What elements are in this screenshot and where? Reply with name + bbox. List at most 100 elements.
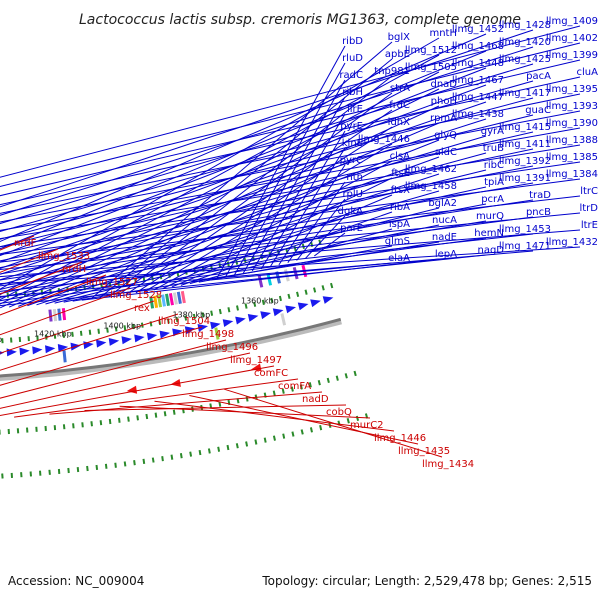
forward-gene-leader <box>180 211 393 286</box>
forward-gene-label: glmS <box>385 236 410 247</box>
forward-gene-label: clsA <box>390 151 410 162</box>
forward-gene-label: traD <box>529 190 551 201</box>
forward-gene-label: llmg_1462 <box>405 164 457 175</box>
forward-gene-label: bglX <box>388 32 410 43</box>
tick-mark <box>272 390 276 396</box>
forward-gene-label: nucA <box>432 215 457 226</box>
tick-mark <box>123 461 127 467</box>
feature-block <box>153 295 159 308</box>
reverse-gene-leader <box>189 395 419 445</box>
forward-gene-label: llmg_1385 <box>546 152 598 163</box>
forward-gene-arrow <box>121 336 132 345</box>
forward-gene-leader <box>0 195 581 263</box>
feature-block <box>257 275 264 288</box>
forward-gene-label: rplU <box>342 189 363 200</box>
tick-mark <box>151 457 155 463</box>
forward-gene-leader <box>278 164 346 266</box>
tick-mark <box>300 429 304 435</box>
forward-gene-leader <box>296 198 346 261</box>
tick-mark <box>86 465 89 472</box>
forward-gene-label: llmg_1448 <box>452 58 504 69</box>
forward-gene-arrow <box>285 305 296 314</box>
forward-gene-label: ltrC <box>580 186 598 197</box>
forward-gene-label: ftsE <box>391 168 410 179</box>
tick-mark <box>355 415 360 422</box>
forward-gene-label: llmg_1420 <box>499 37 551 48</box>
forward-gene-label: ftsX <box>391 185 410 196</box>
forward-gene-label: ltrD <box>579 203 598 214</box>
reverse-gene-label: llmg_1446 <box>374 433 426 444</box>
feature-block <box>176 291 182 304</box>
forward-gene-leader <box>0 233 534 292</box>
forward-gene-arrow <box>235 316 246 325</box>
tick-mark <box>48 469 51 475</box>
forward-gene-label: llmg_1468 <box>452 41 504 52</box>
forward-gene-leader <box>0 237 487 304</box>
tick-mark <box>218 401 222 407</box>
forward-gene-arrow <box>108 338 120 346</box>
forward-gene-arrow <box>159 330 170 339</box>
reverse-gene-label: nrdH <box>62 264 86 275</box>
tick-mark <box>346 418 350 424</box>
tick-mark <box>304 289 308 295</box>
forward-gene-label: truB <box>483 143 504 154</box>
reverse-gene-label: llmg_1496 <box>206 342 258 353</box>
reverse-gene-label: comFC <box>254 368 288 379</box>
forward-gene-label: llmg_1471 <box>499 241 551 252</box>
forward-gene-label: llmg_1395 <box>546 84 598 95</box>
tick-mark <box>95 464 99 471</box>
forward-gene-leader <box>0 71 440 301</box>
tick-mark <box>245 441 249 447</box>
tick-mark <box>71 331 74 337</box>
feature-block <box>292 266 299 280</box>
forward-gene-label: rluD <box>342 53 363 64</box>
tick-mark <box>163 411 167 417</box>
reverse-gene-label: nadD <box>302 394 329 405</box>
tick-mark <box>282 433 286 439</box>
forward-gene-label: llmg_1402 <box>546 33 598 44</box>
reverse-gene-label: murC2 <box>350 420 384 431</box>
tick-mark <box>106 327 109 333</box>
reverse-gene-label: llmg_1497 <box>230 355 282 366</box>
tick-mark <box>244 303 248 309</box>
forward-gene-arrow <box>134 334 145 343</box>
forward-gene-leader <box>0 84 487 263</box>
feature-block <box>157 295 163 308</box>
tick-mark <box>326 377 330 384</box>
forward-gene-label: llmg_1417 <box>499 88 551 99</box>
forward-gene-label: llmg_1505 <box>405 62 457 73</box>
forward-gene-label: llmg_1512 <box>405 45 457 56</box>
forward-gene-label: llmg_1391 <box>499 173 551 184</box>
gene-labels: llmg_1409 llmg_1402 llmg_1399 cluA llmg_1395… <box>0 16 598 470</box>
forward-gene-label: dgkA <box>338 206 363 217</box>
forward-gene-label: lepA <box>435 249 457 260</box>
feature-blocks <box>48 264 308 363</box>
feature-block <box>172 292 178 305</box>
reverse-gene-label: llmg_1528 <box>110 290 162 301</box>
forward-gene-leader <box>0 76 581 206</box>
tick-mark <box>114 326 118 332</box>
forward-gene-leader <box>0 220 487 302</box>
tick-mark <box>97 328 100 334</box>
tick-mark <box>278 295 282 302</box>
feature-block <box>168 293 174 306</box>
tick-marks <box>0 239 369 479</box>
reverse-gene-leader <box>0 300 155 354</box>
tick-mark <box>67 467 70 474</box>
tick-mark <box>330 282 334 289</box>
tick-mark <box>261 299 265 306</box>
tick-mark <box>170 454 174 460</box>
forward-gene-leader <box>305 215 346 259</box>
forward-gene-leader <box>0 246 581 285</box>
tick-mark <box>313 287 317 293</box>
forward-gene-leader <box>0 33 487 243</box>
tick-mark <box>287 293 291 300</box>
forward-gene-leader <box>0 88 440 305</box>
forward-gene-arrow <box>57 344 69 352</box>
forward-gene-leader <box>0 93 581 214</box>
tick-mark <box>296 291 300 297</box>
forward-gene-label: llmg_1411 <box>499 139 551 150</box>
forward-gene-leader <box>108 75 393 297</box>
forward-gene-label: frdC <box>389 100 410 111</box>
